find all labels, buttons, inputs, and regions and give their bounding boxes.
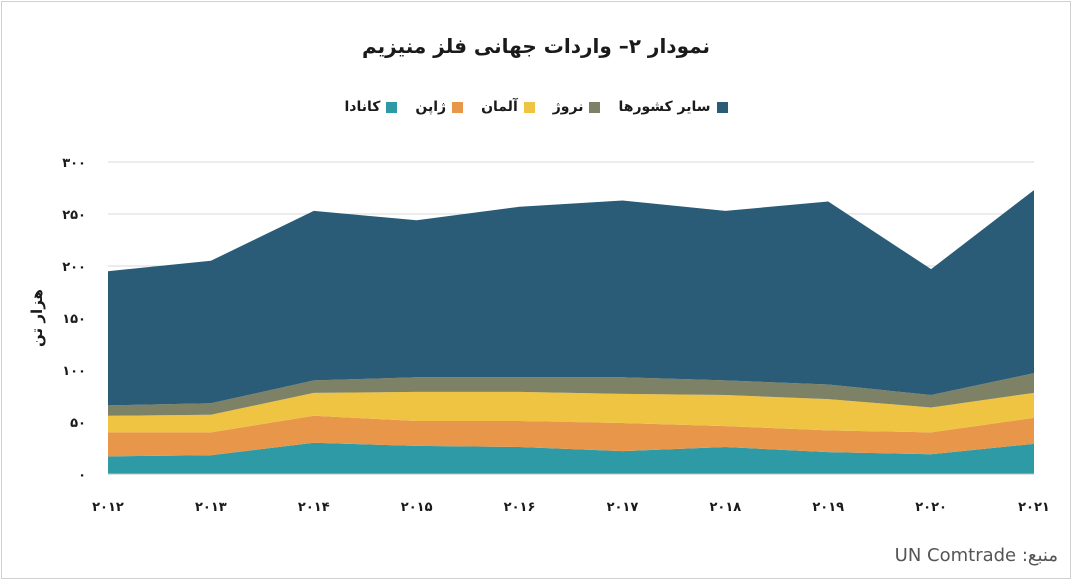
- x-tick-label: ۲۰۱۷: [607, 500, 639, 515]
- legend-swatch: [523, 101, 535, 113]
- legend-label: کانادا: [344, 99, 381, 115]
- legend-label: ژاپن: [415, 99, 447, 115]
- y-tick-label: ۳۰۰: [62, 156, 86, 171]
- area-series: [108, 190, 1034, 406]
- chart-legend: سایر کشورها نروژ آلمان ژاپن کانادا: [2, 99, 1070, 115]
- x-tick-label: ۲۰۱۵: [401, 500, 433, 515]
- legend-item: نروژ: [553, 99, 601, 115]
- y-tick-label: ۰: [78, 468, 86, 483]
- legend-swatch: [716, 101, 728, 113]
- legend-item: ژاپن: [415, 99, 464, 115]
- x-tick-label: ۲۰۱۳: [195, 500, 227, 515]
- x-tick-label: ۲۰۱۴: [298, 500, 330, 515]
- legend-swatch: [386, 101, 398, 113]
- legend-label: آلمان: [481, 99, 518, 115]
- y-tick-label: ۱۰۰: [62, 364, 86, 379]
- y-tick-label: ۱۵۰: [62, 312, 86, 327]
- chart-title: نمودار ۲– واردات جهانی فلز منیزیم: [361, 34, 711, 58]
- y-tick-label: ۲۰۰: [62, 260, 86, 275]
- y-axis-title: هزار تن: [28, 289, 46, 347]
- x-tick-label: ۲۰۲۱: [1018, 500, 1050, 515]
- legend-swatch: [452, 101, 464, 113]
- x-tick-label: ۲۰۱۲: [92, 500, 124, 515]
- x-tick-label: ۲۰۱۸: [709, 500, 741, 515]
- legend-item: کانادا: [344, 99, 398, 115]
- legend-label: سایر کشورها: [618, 99, 711, 115]
- y-tick-label: ۲۵۰: [62, 208, 86, 223]
- area-series: [108, 415, 1034, 457]
- area-series: [108, 373, 1034, 416]
- x-tick-label: ۲۰۱۹: [812, 500, 844, 515]
- legend-item: آلمان: [481, 99, 535, 115]
- legend-swatch: [589, 101, 601, 113]
- area-series: [108, 442, 1034, 474]
- x-tick-label: ۲۰۲۰: [915, 500, 947, 515]
- legend-item: سایر کشورها: [618, 99, 728, 115]
- source-note: منبع: UN Comtrade: [894, 545, 1058, 566]
- legend-label: نروژ: [552, 99, 584, 115]
- area-series: [108, 391, 1034, 433]
- x-tick-label: ۲۰۱۶: [504, 500, 536, 515]
- y-tick-label: ۵۰: [70, 416, 86, 431]
